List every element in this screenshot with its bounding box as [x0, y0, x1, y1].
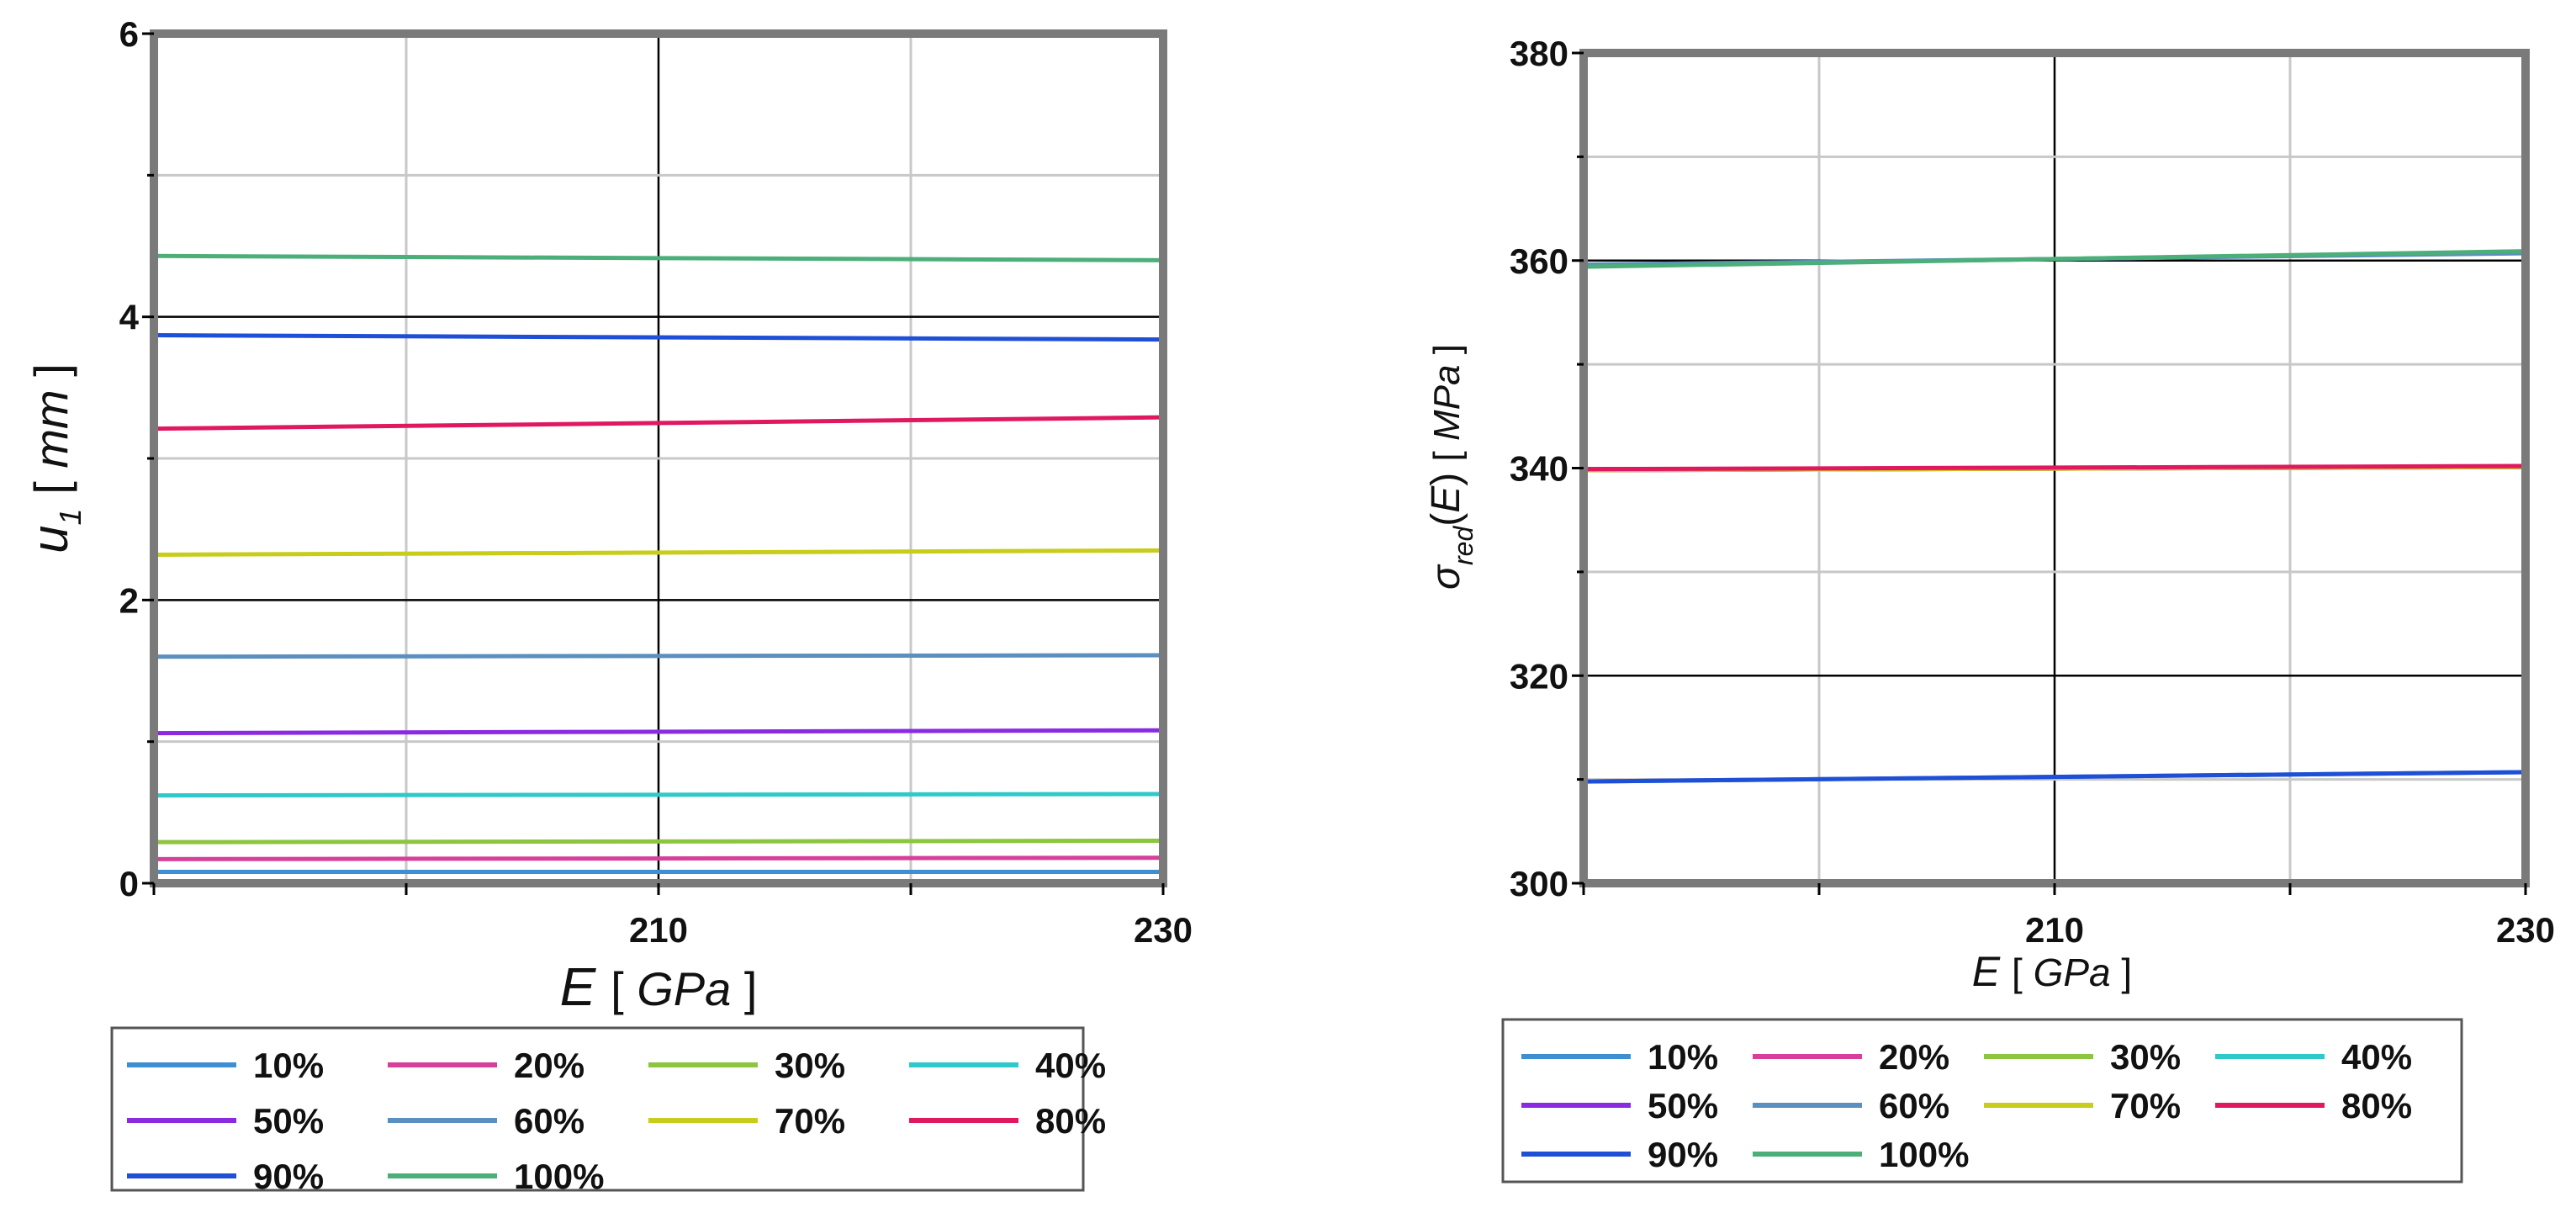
series-line-20pct [153, 855, 1164, 861]
legend-label: 20% [514, 1046, 584, 1085]
legend-item: 60% [1753, 1086, 1949, 1125]
legend-item: 10% [127, 1046, 324, 1085]
x-tick-label: 230 [2496, 910, 2555, 950]
legend-box [1501, 1018, 2463, 1184]
legend-label: 20% [1879, 1037, 1949, 1077]
legend-item: 50% [127, 1101, 324, 1141]
series-line-90pct [153, 333, 1164, 342]
legend-label: 10% [253, 1046, 324, 1085]
legend-item: 80% [909, 1101, 1106, 1141]
y-tick-label: 380 [1510, 34, 1568, 73]
y-axis-label: σred(E) [ MPa ] [1424, 344, 1478, 590]
series-line-60pct [153, 653, 1164, 659]
series-line-80pct [153, 415, 1164, 432]
y-tick-label: 300 [1510, 864, 1568, 903]
legend-item: 70% [1984, 1086, 2181, 1125]
legend-item: 70% [648, 1101, 845, 1141]
y-tick-label: 360 [1510, 241, 1568, 281]
legend-item: 80% [2215, 1086, 2412, 1125]
legend-label: 30% [2110, 1037, 2181, 1077]
legend-label: 100% [1879, 1135, 1969, 1174]
legend-label: 30% [775, 1046, 845, 1085]
legend-item: 30% [1984, 1037, 2181, 1077]
legend-label: 70% [775, 1101, 845, 1141]
legend-item: 50% [1521, 1086, 1718, 1125]
x-tick-label: 210 [629, 910, 688, 950]
series-line-30pct [153, 839, 1164, 845]
legend: 10% 20% 30% 40% 50% 60% 70% 80% 90% 100% [110, 1026, 1106, 1196]
y-tick-label: 340 [1510, 449, 1568, 489]
legend-item: 40% [909, 1046, 1106, 1085]
legend-label: 70% [2110, 1086, 2181, 1125]
legend-label: 60% [1879, 1086, 1949, 1125]
y-tick-label: 0 [119, 864, 139, 903]
legend-item: 30% [648, 1046, 845, 1085]
series-line-40pct [153, 792, 1164, 798]
legend-label: 80% [1035, 1101, 1106, 1141]
legend-item: 90% [1521, 1135, 1718, 1174]
legend-label: 10% [1648, 1037, 1718, 1077]
series-line-80pct [1583, 463, 2526, 472]
legend-item: 20% [388, 1046, 584, 1085]
legend-label: 50% [1648, 1086, 1718, 1125]
legend-item: 90% [127, 1157, 324, 1196]
legend-item: 60% [388, 1101, 584, 1141]
legend-item: 100% [388, 1157, 604, 1196]
legend-label: 90% [253, 1157, 324, 1196]
x-axis-label: E [ GPa ] [1972, 948, 2132, 995]
series-line-50pct [153, 728, 1164, 736]
series-line-90pct [1583, 770, 2526, 784]
x-tick-label: 230 [1134, 910, 1193, 950]
legend-label: 100% [514, 1157, 604, 1196]
x-tick-label: 210 [2025, 910, 2084, 950]
y-tick-label: 4 [119, 298, 140, 337]
legend-item: 10% [1521, 1037, 1718, 1077]
legend: 10% 20% 30% 40% 50% 60% 70% 80% 90% 100% [1501, 1018, 2463, 1184]
legend-item: 20% [1753, 1037, 1949, 1077]
legend-item: 100% [1753, 1135, 1969, 1174]
legend-label: 90% [1648, 1135, 1718, 1174]
legend-label: 50% [253, 1101, 324, 1141]
legend-box [110, 1026, 1085, 1192]
legend-item: 40% [2215, 1037, 2412, 1077]
legend-label: 40% [1035, 1046, 1106, 1085]
y-tick-label: 6 [119, 14, 139, 54]
legend-label: 40% [2341, 1037, 2412, 1077]
x-axis-label: E [ GPa ] [560, 956, 758, 1017]
chart-displacement: 0 2 4 6 210 230 E [ GPa ] u1 [ mm ] 10% 20% 30% 40%… [22, 14, 1193, 1196]
y-tick-label: 320 [1510, 656, 1568, 696]
chart-reduced-stress: 300 320 340 360 380 210 230 E [ GPa ] σred(E) [ … [1424, 34, 2555, 1184]
series-line-100pct [153, 253, 1164, 262]
y-axis-label: u1 [ mm ] [22, 363, 87, 553]
series-line-100pct [1583, 249, 2526, 269]
legend-label: 80% [2341, 1086, 2412, 1125]
y-tick-label: 2 [119, 580, 139, 620]
legend-label: 60% [514, 1101, 584, 1141]
series-line-70pct [153, 548, 1164, 557]
